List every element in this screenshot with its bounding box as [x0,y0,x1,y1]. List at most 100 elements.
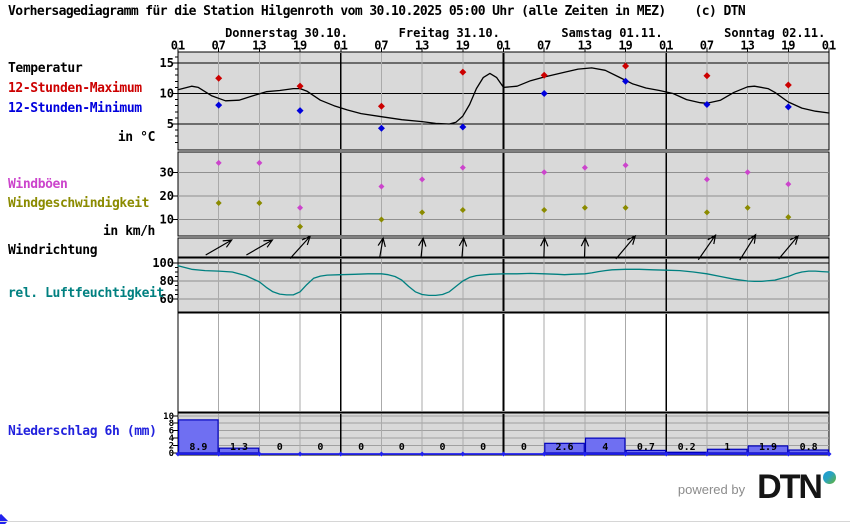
temperature-curve [177,67,830,125]
y-axis-label: 10 [160,87,174,101]
time-tick-label: 07 [537,39,551,53]
time-tick-label: 19 [618,39,632,53]
temp-max-point [215,74,223,82]
baseline-marker [745,451,751,457]
precip-value-label: 2.6 [556,442,574,453]
precip-value-label: 0 [439,442,445,453]
gust-point [215,159,222,166]
time-tick-label: 01 [822,39,836,53]
gust-point [459,164,466,171]
temp-max-point [540,71,548,79]
temp-min-point [215,101,223,109]
y-axis-label: 8 [169,419,174,429]
wind-arrow [778,234,799,260]
time-tick-label: 19 [293,39,307,53]
temp-min-point [784,103,792,111]
windspeed-point [215,199,222,206]
precip-value-label: 0 [358,442,364,453]
temp-min-point [622,77,630,85]
wind-direction-label: Windrichtung [8,243,98,258]
windspeed-point [297,223,304,230]
min-12h-label: 12-Stunden-Minimum [8,101,142,116]
partial-marker-bottom-left [0,513,9,524]
gust-point [581,164,588,171]
precip-value-label: 4 [602,442,608,453]
precip-value-label: 0 [277,442,283,453]
dtn-logo: powered by DTN [678,470,836,504]
temperature-label: Temperatur [8,61,83,76]
time-tick-label: 01 [171,39,185,53]
wind-arrow [580,236,590,258]
wind-arrow [246,239,274,256]
precip-value-label: 0 [399,442,405,453]
baseline-marker [663,451,669,457]
humidity-label: rel. Luftfeuchtigkeit [8,286,164,301]
precip-value-label: 0.7 [637,442,655,453]
day-label: Donnerstag 30.10. [225,26,348,40]
gust-point [703,176,710,183]
precip-bar [544,442,585,454]
precipitation-label: Niederschlag 6h (mm) [8,424,157,439]
temp-unit-label: in °C [117,130,156,145]
baseline-marker [297,451,303,457]
windspeed-point [785,214,792,221]
y-axis-label: 10 [163,412,174,422]
baseline-marker [501,451,506,457]
day-label: Samstag 01.11. [561,26,662,40]
baseline-marker [623,451,629,457]
precip-value-label: 0 [480,442,486,453]
max-12h-label: 12-Stunden-Maximum [8,81,142,96]
gust-point [297,204,304,211]
windspeed-point [622,204,629,211]
wind-arrow [205,239,233,256]
precip-value-label: 0.2 [678,442,696,453]
precip-value-label: 0 [521,442,527,453]
time-tick-label: 13 [252,39,266,53]
windspeed-point [581,204,588,211]
temp-max-point [784,81,792,89]
temp-max-point [377,102,385,110]
temp-max-point [296,82,304,90]
baseline-marker [378,451,384,457]
precip-value-label: 1.9 [759,442,777,453]
temp-min-point [540,90,548,97]
y-axis-label: 2 [169,442,174,452]
time-tick-label: 13 [578,39,592,53]
windspeed-point [419,209,426,216]
precip-value-label: 0.8 [800,442,818,453]
y-axis-label: 15 [160,56,174,70]
y-axis-label: 80 [160,274,174,288]
baseline-marker [541,451,547,457]
wind-arrow [418,236,427,257]
dtn-logo-dot [823,471,836,484]
time-tick-label: 01 [334,39,348,53]
y-axis-label: 100 [152,256,174,270]
page-title: Vorhersagediagramm für die Station Hilge… [8,4,746,19]
baseline-marker [460,451,466,457]
precip-bar [584,437,626,454]
wind-arrow [540,236,549,258]
precip-value-label: 1.3 [230,442,248,453]
gust-point [378,183,385,190]
y-axis-label: 60 [160,292,174,306]
wind-gusts-label: Windböen [8,177,68,192]
gust-point [744,169,751,176]
dtn-brand-text: DTN [757,470,836,504]
time-tick-label: 07 [211,39,225,53]
temp-max-point [622,62,630,70]
time-tick-label: 19 [456,39,470,53]
gust-point [541,169,548,176]
gust-point [419,176,426,183]
baseline-marker [826,451,832,457]
humidity-curve [177,265,830,297]
wind-unit-label: in km/h [103,224,155,239]
temp-min-point [703,100,711,108]
windspeed-point [459,207,466,214]
temp-max-point [459,68,467,76]
temp-min-point [296,107,304,115]
baseline-marker [338,451,344,457]
precip-bar [218,447,260,454]
powered-by-text: powered by [677,482,746,497]
wind-arrow [377,236,386,258]
